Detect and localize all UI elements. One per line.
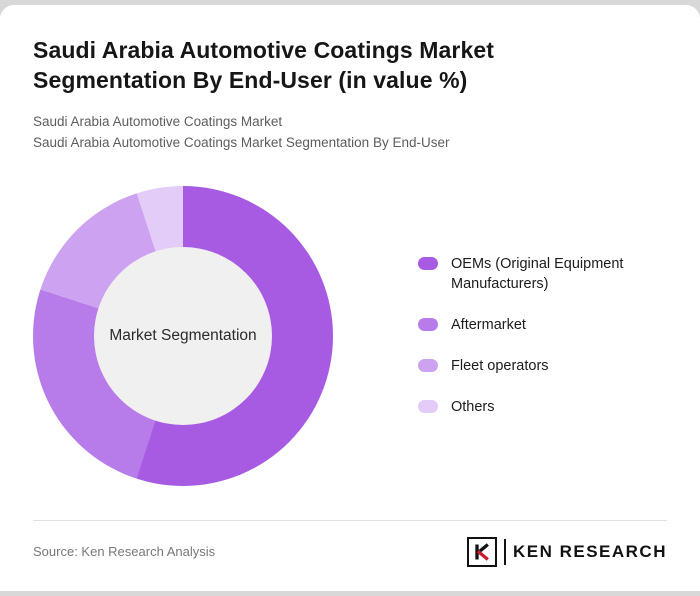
chart-card: Saudi Arabia Automotive Coatings Market … bbox=[0, 5, 700, 591]
legend-swatch bbox=[418, 399, 438, 413]
ken-research-logo: KEN RESEARCH bbox=[466, 536, 667, 567]
donut-hole: Market Segmentation bbox=[94, 246, 272, 425]
subtitle-block: Saudi Arabia Automotive Coatings Market … bbox=[33, 111, 664, 154]
donut-chart: Market Segmentation bbox=[33, 185, 333, 486]
legend-label: Fleet operators bbox=[451, 357, 549, 374]
subtitle-line-2: Saudi Arabia Automotive Coatings Market … bbox=[33, 135, 450, 151]
footer: Source: Ken Research Analysis KEN RESEAR… bbox=[0, 521, 700, 567]
subtitle-line-1: Saudi Arabia Automotive Coatings Market bbox=[33, 113, 283, 129]
donut-center-label: Market Segmentation bbox=[109, 326, 257, 344]
legend-label: Others bbox=[451, 398, 495, 415]
logo-divider bbox=[503, 538, 506, 565]
logo-wordmark: KEN RESEARCH bbox=[512, 541, 667, 561]
chart-legend: OEMs (Original Equipment Manufacturers) A… bbox=[418, 186, 651, 438]
legend-swatch bbox=[418, 358, 438, 372]
source-text: Source: Ken Research Analysis bbox=[33, 544, 216, 560]
ken-research-k-icon bbox=[466, 536, 497, 567]
chart-area: Market Segmentation OEMs (Original Equip… bbox=[0, 154, 700, 486]
footer-divider bbox=[33, 519, 667, 521]
legend-item: OEMs (Original Equipment Manufacturers) bbox=[418, 254, 651, 294]
legend-item: Aftermarket bbox=[418, 315, 651, 335]
legend-item: Others bbox=[418, 397, 651, 417]
legend-swatch bbox=[418, 256, 438, 270]
legend-label: OEMs (Original Equipment Manufacturers) bbox=[451, 255, 624, 292]
legend-swatch bbox=[418, 317, 438, 331]
legend-label: Aftermarket bbox=[451, 316, 526, 333]
page-title: Saudi Arabia Automotive Coatings Market … bbox=[33, 37, 494, 94]
legend-item: Fleet operators bbox=[418, 356, 651, 376]
header: Saudi Arabia Automotive Coatings Market … bbox=[0, 5, 700, 154]
